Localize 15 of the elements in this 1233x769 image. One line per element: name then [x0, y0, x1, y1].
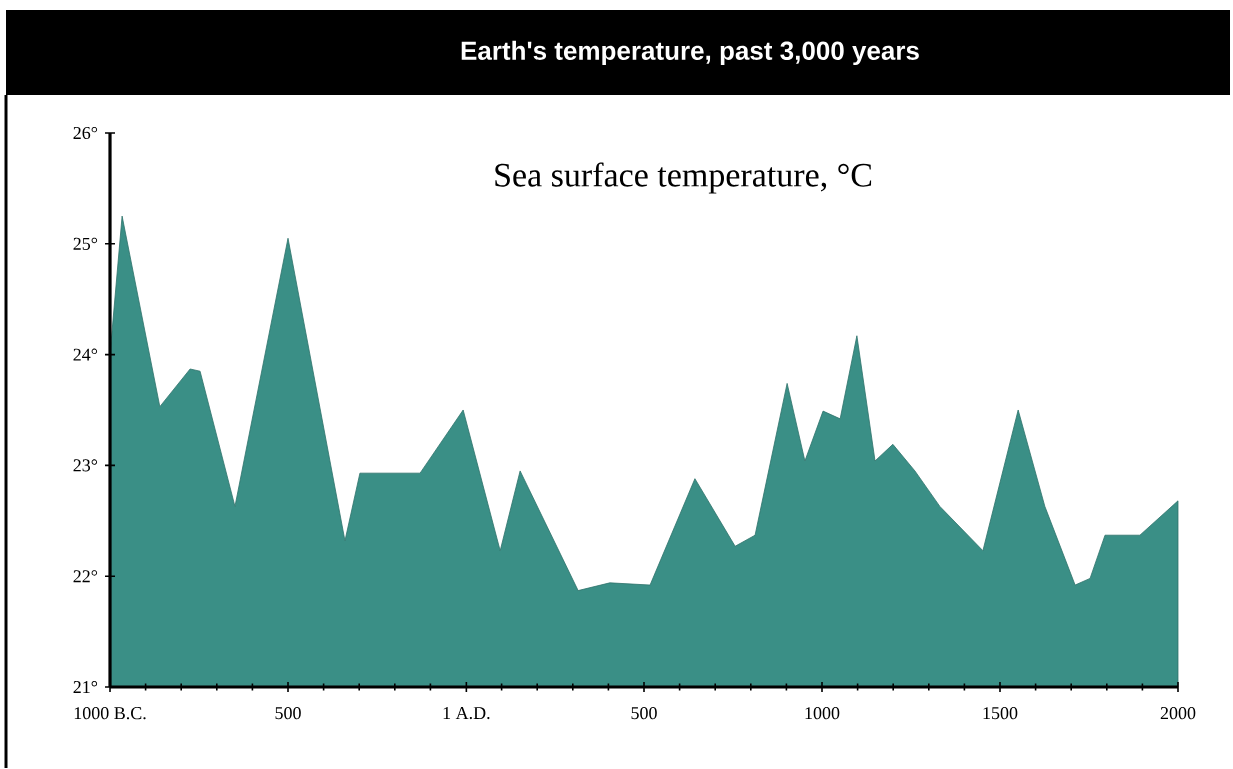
- y-tick-label: 21°: [73, 680, 98, 693]
- y-tick-label: 26°: [73, 126, 98, 139]
- chart-title: Earth's temperature, past 3,000 years: [461, 40, 919, 65]
- y-tick-label: 24°: [73, 348, 98, 361]
- x-tick-label: 2000: [1160, 706, 1196, 719]
- y-tick-label: 23°: [73, 459, 98, 472]
- x-tick-label: 500: [275, 706, 301, 719]
- x-tick-label: 1000: [805, 706, 840, 719]
- x-tick-label: 1000 B.C.: [74, 706, 146, 720]
- y-tick-label: 22°: [73, 569, 98, 582]
- x-tick-label: 1 A.D.: [443, 706, 490, 719]
- x-tick-label: 1500: [983, 706, 1018, 719]
- x-tick-label: 500: [631, 706, 657, 719]
- y-tick-label: 25°: [73, 237, 98, 250]
- text: Sea surface temperature, °C: [495, 162, 872, 194]
